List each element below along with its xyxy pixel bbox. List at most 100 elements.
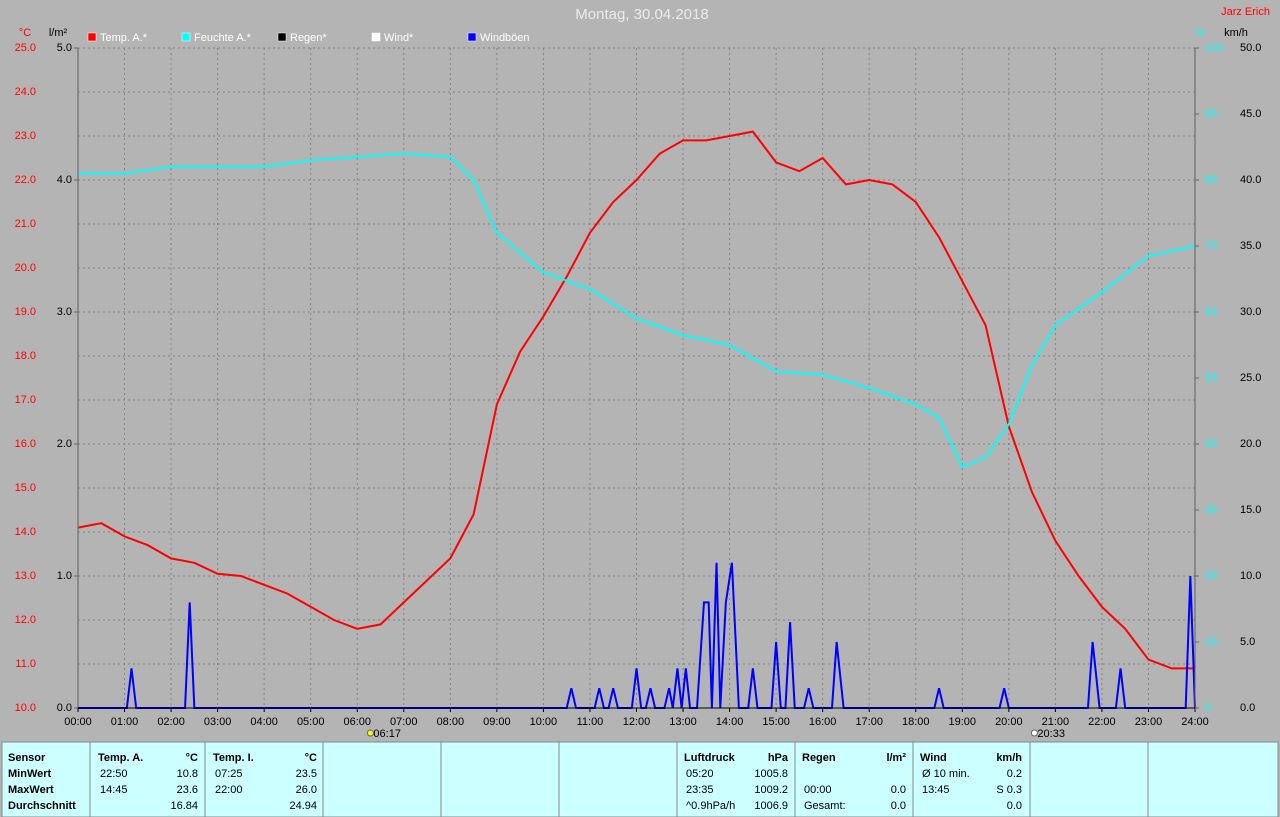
table-cell: 23.6 bbox=[177, 784, 198, 796]
legend-swatch bbox=[277, 32, 287, 42]
axis-title: °C bbox=[19, 27, 31, 39]
y-tick-label: 17.0 bbox=[15, 394, 36, 406]
table-cell: 1009.2 bbox=[754, 784, 788, 796]
y-tick-label: 20.0 bbox=[15, 262, 36, 274]
x-tick-label: 01:00 bbox=[111, 716, 139, 728]
y-tick-label: 10.0 bbox=[15, 702, 36, 714]
table-cell: 16.84 bbox=[170, 800, 198, 812]
table-cell: 26.0 bbox=[296, 784, 317, 796]
x-tick-label: 22:00 bbox=[1088, 716, 1116, 728]
table-cell: 14:45 bbox=[100, 784, 128, 796]
y-tick-label: 3.0 bbox=[57, 306, 72, 318]
table-unit: km/h bbox=[996, 752, 1022, 764]
table-cell: 1005.8 bbox=[754, 768, 788, 780]
y-tick-label: 90 bbox=[1205, 108, 1217, 120]
table-header: Regen bbox=[802, 752, 836, 764]
y-tick-label: 15.0 bbox=[15, 482, 36, 494]
y-tick-label: 5.0 bbox=[1240, 636, 1255, 648]
y-tick-label: 1.0 bbox=[57, 570, 72, 582]
y-tick-label: 24.0 bbox=[15, 86, 36, 98]
y-tick-label: 30.0 bbox=[1240, 306, 1261, 318]
y-tick-label: 10.0 bbox=[1240, 570, 1261, 582]
x-tick-label: 20:00 bbox=[995, 716, 1023, 728]
y-tick-label: 25.0 bbox=[1240, 372, 1261, 384]
table-cell: 23.5 bbox=[296, 768, 317, 780]
y-tick-label: 30 bbox=[1205, 504, 1217, 516]
y-tick-label: 0 bbox=[1205, 702, 1211, 714]
stats-table bbox=[1, 741, 1279, 817]
table-cell: Gesamt: bbox=[804, 800, 846, 812]
x-tick-label: 09:00 bbox=[483, 716, 511, 728]
table-cell: 24.94 bbox=[289, 800, 317, 812]
x-tick-label: 23:00 bbox=[1135, 716, 1163, 728]
legend-label: Temp. A.* bbox=[100, 32, 148, 44]
y-tick-label: 2.0 bbox=[57, 438, 72, 450]
table-cell: 13:45 bbox=[922, 784, 950, 796]
x-tick-label: 21:00 bbox=[1042, 716, 1070, 728]
y-tick-label: 23.0 bbox=[15, 130, 36, 142]
x-tick-label: 03:00 bbox=[204, 716, 232, 728]
table-cell: 05:20 bbox=[686, 768, 714, 780]
x-tick-label: 24:00 bbox=[1181, 716, 1209, 728]
annotation-label: 06:17 bbox=[373, 728, 401, 740]
table-cell: 00:00 bbox=[804, 784, 832, 796]
y-tick-label: 25.0 bbox=[15, 42, 36, 54]
table-cell: 23:35 bbox=[686, 784, 714, 796]
row-label: MinWert bbox=[8, 768, 52, 780]
x-tick-label: 13:00 bbox=[669, 716, 697, 728]
table-cell: S 0.3 bbox=[996, 784, 1022, 796]
legend-swatch bbox=[371, 32, 381, 42]
y-tick-label: 12.0 bbox=[15, 614, 36, 626]
sun-marker bbox=[1030, 729, 1038, 737]
x-tick-label: 14:00 bbox=[716, 716, 744, 728]
y-tick-label: 40.0 bbox=[1240, 174, 1261, 186]
legend-label: Regen* bbox=[290, 32, 327, 44]
y-tick-label: 0.0 bbox=[57, 702, 72, 714]
x-tick-label: 06:00 bbox=[343, 716, 371, 728]
y-tick-label: 19.0 bbox=[15, 306, 36, 318]
table-cell: 0.0 bbox=[891, 800, 906, 812]
annotation-label: 20:33 bbox=[1037, 728, 1065, 740]
table-dividers bbox=[89, 742, 1149, 817]
y-tick-label: 80 bbox=[1205, 174, 1217, 186]
series-line bbox=[78, 152, 1196, 469]
x-tick-label: 02:00 bbox=[157, 716, 185, 728]
y-tick-label: 5.0 bbox=[57, 42, 72, 54]
x-tick-label: 17:00 bbox=[855, 716, 883, 728]
y-tick-label: 4.0 bbox=[57, 174, 72, 186]
x-tick-label: 04:00 bbox=[250, 716, 278, 728]
y-tick-label: 22.0 bbox=[15, 174, 36, 186]
x-tick-label: 19:00 bbox=[949, 716, 977, 728]
x-tick-label: 00:00 bbox=[64, 716, 92, 728]
table-header: Temp. I. bbox=[213, 752, 254, 764]
chart-title: Montag, 30.04.2018 bbox=[575, 6, 708, 23]
x-tick-label: 18:00 bbox=[902, 716, 930, 728]
y-tick-label: 50.0 bbox=[1240, 42, 1261, 54]
x-tick-label: 07:00 bbox=[390, 716, 418, 728]
y-tick-label: 0.0 bbox=[1240, 702, 1255, 714]
y-tick-label: 13.0 bbox=[15, 570, 36, 582]
table-cell: 22:50 bbox=[100, 768, 128, 780]
legend-label: Wind* bbox=[384, 32, 414, 44]
row-label: MaxWert bbox=[8, 784, 54, 796]
y-tick-label: 40 bbox=[1205, 438, 1217, 450]
table-cell: 10.8 bbox=[177, 768, 198, 780]
series-line bbox=[77, 130, 1195, 670]
table-header: Temp. A. bbox=[98, 752, 143, 764]
table-cell: ^0.9hPa/h bbox=[686, 800, 735, 812]
table-cell: 0.0 bbox=[1007, 800, 1022, 812]
table-cell: 1006.9 bbox=[754, 800, 788, 812]
table-header: Wind bbox=[920, 752, 947, 764]
axis-title: km/h bbox=[1224, 27, 1248, 39]
y-tick-label: 35.0 bbox=[1240, 240, 1261, 252]
y-tick-label: 14.0 bbox=[15, 526, 36, 538]
x-tick-label: 15:00 bbox=[762, 716, 790, 728]
x-tick-label: 11:00 bbox=[577, 716, 604, 728]
table-cell: 22:00 bbox=[215, 784, 243, 796]
legend-label: Feuchte A.* bbox=[194, 32, 252, 44]
table-unit: hPa bbox=[768, 752, 789, 764]
x-tick-label: 16:00 bbox=[809, 716, 837, 728]
table-header: Sensor bbox=[8, 752, 46, 764]
table-cell: 0.2 bbox=[1007, 768, 1022, 780]
